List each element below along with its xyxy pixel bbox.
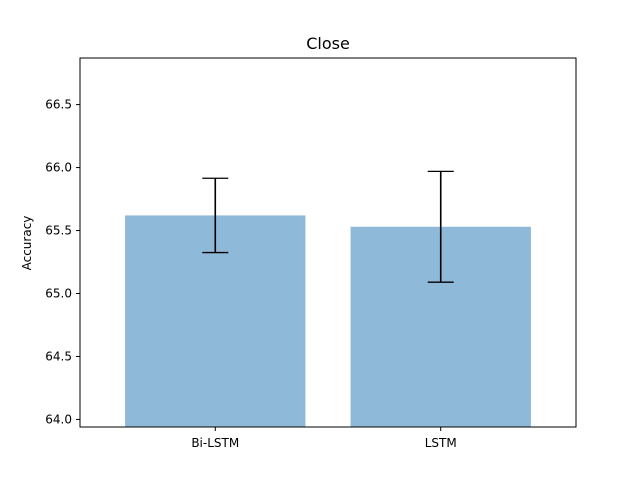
x-tick-label: Bi-LSTM [191, 436, 239, 450]
y-tick-label: 64.5 [45, 349, 72, 363]
bars-group [125, 215, 531, 427]
error-bars-group [202, 170, 454, 283]
y-tick-label: 65.0 [45, 287, 72, 301]
y-axis-label: Accuracy [20, 216, 34, 271]
y-tick-label: 66.0 [45, 161, 72, 175]
y-tick-label: 64.0 [45, 412, 72, 426]
y-tick-label: 66.5 [45, 98, 72, 112]
plot-frame [79, 57, 577, 428]
chart-title: Close [306, 34, 350, 53]
x-axis-ticks: Bi-LSTM LSTM [191, 427, 457, 450]
y-tick-label: 65.5 [45, 224, 72, 238]
x-tick-label: LSTM [425, 436, 457, 450]
y-axis-ticks: 64.0 64.5 65.0 65.5 66.0 66.5 [45, 98, 80, 426]
